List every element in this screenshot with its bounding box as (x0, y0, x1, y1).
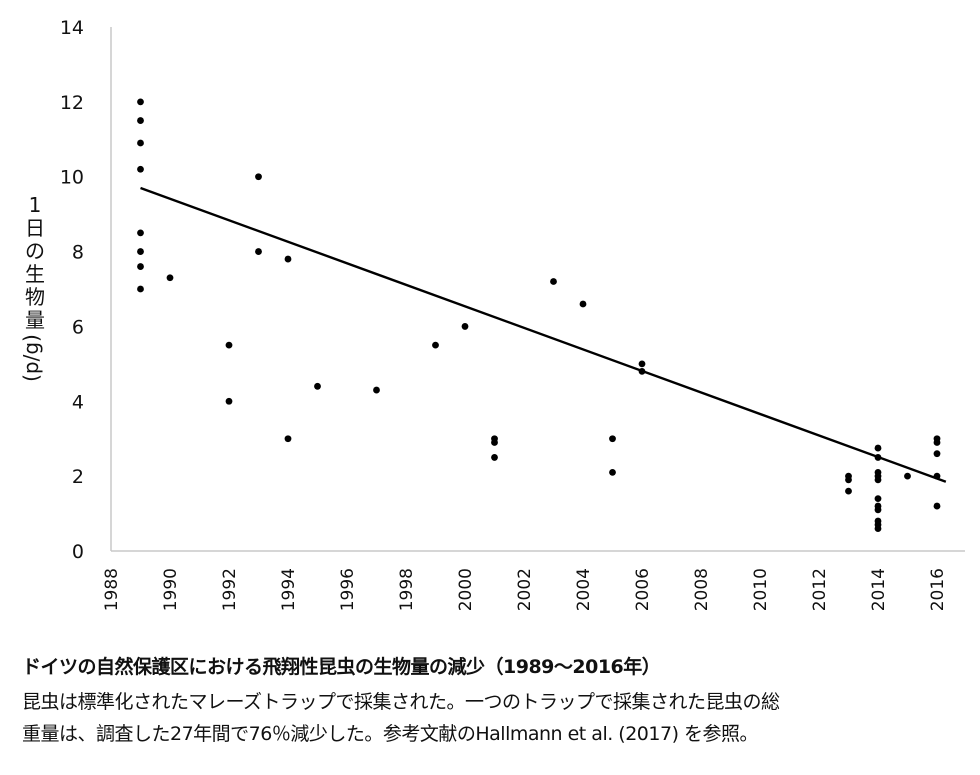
data-point (933, 472, 941, 480)
x-tick-label: 2014 (869, 568, 889, 611)
data-point (137, 285, 144, 293)
data-point (904, 472, 911, 480)
data-point (166, 274, 174, 282)
data-point (491, 454, 498, 461)
data-point (874, 444, 882, 452)
x-tick-label: 1988 (102, 568, 122, 611)
data-point (225, 341, 233, 349)
y-tick-label: 14 (60, 17, 84, 39)
x-tick-label: 1994 (279, 568, 299, 611)
data-point (137, 117, 144, 124)
x-tick-label: 2000 (456, 568, 476, 611)
data-point (933, 439, 941, 446)
y-tick-label: 0 (72, 541, 84, 563)
data-point (638, 367, 646, 375)
x-tick-label: 2006 (633, 568, 653, 611)
x-tick-label: 1998 (397, 568, 417, 611)
data-point (461, 323, 469, 330)
y-label-char: 生 (25, 262, 45, 286)
caption-body: 昆虫は標準化されたマレーズトラップで採集された。一つのトラップで採集された昆虫の… (22, 686, 972, 750)
data-point (137, 248, 144, 255)
x-tick-labels: 1988 1990 1992 1994 1996 1998 2000 2002 2004 2006… (102, 568, 948, 611)
data-point (314, 382, 321, 390)
x-tick-label: 2004 (574, 568, 594, 611)
data-point (874, 495, 882, 502)
y-label-char: 量 (25, 308, 45, 332)
data-point (638, 360, 646, 368)
y-label-char: 1 (29, 193, 42, 217)
x-tick-label: 1996 (338, 568, 358, 611)
data-point (933, 450, 941, 458)
x-tick-label: 2012 (810, 568, 830, 611)
data-points (137, 98, 941, 532)
data-point (874, 506, 882, 514)
data-point (874, 476, 882, 484)
y-tick-label: 10 (60, 167, 84, 189)
data-point (550, 278, 557, 285)
caption-line-1: 昆虫は標準化されたマレーズトラップで採集された。一つのトラップで採集された昆虫の… (22, 691, 780, 713)
data-point (137, 98, 144, 106)
x-tick-label: 2002 (515, 568, 535, 611)
scatter-chart: 0 2 4 6 8 10 12 14 1988 1990 1992 1994 1996 1998 2000… (19, 17, 965, 611)
data-point (609, 469, 616, 476)
data-point (284, 435, 292, 443)
data-point (284, 255, 292, 263)
data-point (373, 386, 380, 394)
data-point (137, 263, 144, 270)
data-point (432, 341, 439, 349)
y-tick-labels: 0 2 4 6 8 10 12 14 (60, 17, 84, 563)
axes (110, 27, 965, 552)
data-point (845, 476, 852, 484)
data-point (933, 502, 941, 510)
data-point (874, 454, 882, 461)
y-label-char: の (25, 239, 45, 263)
data-point (609, 435, 616, 443)
data-point (579, 300, 587, 308)
data-point (137, 139, 144, 147)
y-tick-label: 12 (60, 92, 84, 114)
caption-line-2: 重量は、調査した27年間で76％減少した。参考文献のHallmann et al… (22, 723, 759, 745)
trendline (140, 186, 947, 483)
data-point (874, 525, 882, 532)
data-point (255, 173, 262, 181)
x-tick-label: 2008 (692, 568, 712, 611)
y-label-unit: (p/g) (19, 334, 43, 382)
data-point (137, 229, 144, 237)
data-point (845, 487, 852, 495)
data-point (255, 248, 262, 255)
x-tick-label: 2016 (928, 568, 948, 611)
y-label-char: 物 (25, 285, 45, 309)
figure-caption: ドイツの自然保護区における飛翔性昆虫の生物量の減少（1989〜2016年） 昆虫… (22, 652, 972, 750)
x-tick-label: 1990 (161, 568, 181, 611)
y-tick-label: 8 (72, 242, 84, 264)
data-point (225, 397, 233, 405)
caption-title: ドイツの自然保護区における飛翔性昆虫の生物量の減少（1989〜2016年） (22, 656, 661, 678)
y-label-char: 日 (25, 216, 45, 240)
y-tick-label: 6 (72, 316, 84, 338)
y-tick-label: 4 (72, 391, 84, 413)
trendline-path (140, 186, 947, 483)
y-tick-label: 2 (72, 466, 84, 488)
data-point (137, 165, 144, 173)
data-point (491, 439, 498, 446)
x-tick-label: 2010 (751, 568, 771, 611)
x-tick-label: 1992 (220, 568, 240, 611)
